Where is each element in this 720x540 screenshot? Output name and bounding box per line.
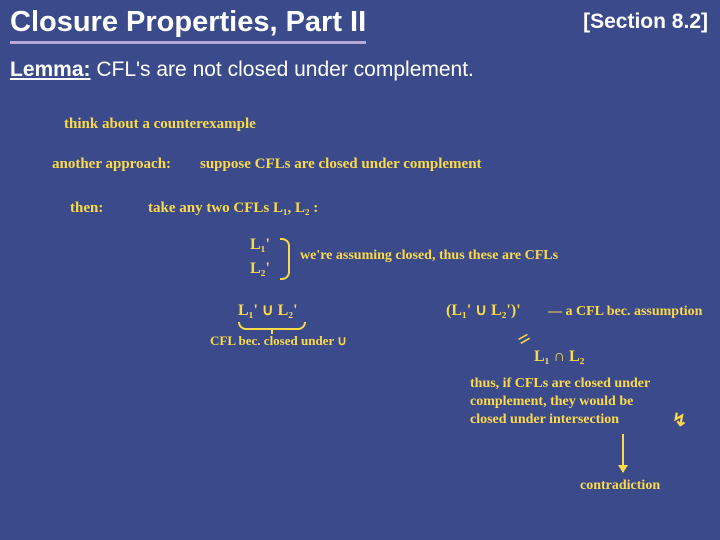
note-union-reason: CFL bec. closed under ∪ — [210, 334, 347, 348]
note-approach-label: another approach: — [52, 156, 171, 173]
note-complement-of-union: (L₁' ∪ L₂')' — [446, 302, 521, 320]
note-closed-assumption: we're assuming closed, thus these are CF… — [300, 248, 558, 263]
note-counterexample: think about a counterexample — [64, 116, 256, 133]
note-conclusion-1: thus, if CFLs are closed under — [470, 376, 650, 391]
note-union: L₁' ∪ L₂' — [238, 302, 298, 320]
underbrace-icon — [238, 322, 306, 330]
note-l1-complement: L₁' — [250, 236, 270, 254]
note-complement-reason: — a CFL bec. assumption — [548, 304, 702, 319]
arrow-down-icon — [622, 434, 624, 472]
page-title: Closure Properties, Part II — [10, 6, 366, 44]
note-l2-complement: L₂' — [250, 260, 270, 278]
equals-icon: = — [512, 325, 536, 354]
note-then-label: then: — [70, 200, 103, 217]
lemma-statement: Lemma: CFL's are not closed under comple… — [0, 44, 720, 82]
lemma-text: CFL's are not closed under complement. — [91, 58, 474, 81]
note-take: take any two CFLs L₁, L₂ : — [148, 200, 318, 217]
note-intersection: L₁ ∩ L₂ — [534, 348, 584, 366]
section-reference: [Section 8.2] — [583, 6, 708, 34]
lightning-icon: ↯ — [672, 410, 687, 431]
note-suppose: suppose CFLs are closed under complement — [200, 156, 482, 173]
brace-icon — [280, 238, 290, 280]
note-conclusion-2: complement, they would be — [470, 394, 633, 409]
lemma-label: Lemma: — [10, 58, 91, 81]
note-conclusion-3: closed under intersection — [470, 412, 619, 427]
handwritten-notes: think about a counterexample another app… — [0, 108, 720, 540]
note-contradiction: contradiction — [580, 478, 660, 493]
